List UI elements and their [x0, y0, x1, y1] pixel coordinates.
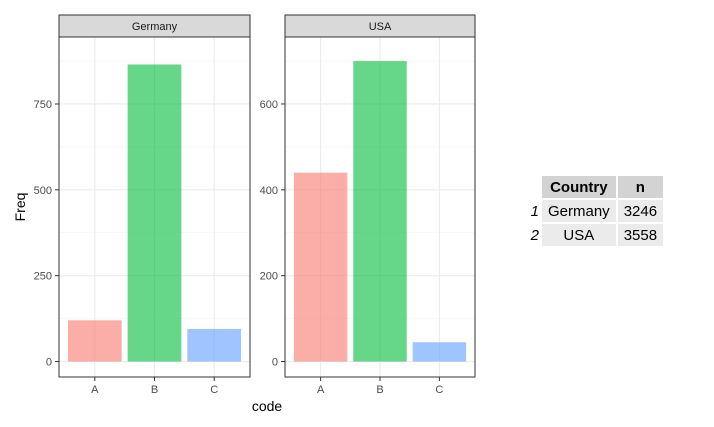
bar-germany-b: [127, 64, 182, 362]
y-tick-label: 600: [260, 99, 278, 111]
table-header-n: n: [617, 176, 664, 198]
table-cell-country: Germany: [542, 200, 616, 222]
table-header-row: Country n: [528, 176, 664, 198]
table-corner: [528, 176, 540, 198]
table-row: 2 USA 3558: [528, 224, 664, 246]
bar-usa-c: [412, 342, 467, 362]
table-header-country: Country: [542, 176, 616, 198]
table-cell-n: 3246: [617, 200, 664, 222]
y-axis-title: Freq: [12, 193, 28, 222]
table-rowname: 1: [530, 202, 539, 220]
table-rowname: 2: [530, 226, 539, 244]
bar-germany-a: [67, 320, 122, 362]
y-tick-label: 0: [272, 357, 278, 369]
y-tick-label: 750: [34, 99, 52, 111]
table-cell-n: 3558: [617, 224, 664, 246]
x-tick-label: A: [91, 384, 99, 396]
bar-usa-b: [353, 61, 407, 362]
facet-strip: [284, 14, 476, 38]
y-tick-label: 400: [260, 185, 278, 197]
y-tick-label: 250: [34, 271, 52, 283]
bar-germany-c: [187, 328, 242, 362]
summary-table: Country n 1 Germany 3246 2 USA 3558: [526, 174, 665, 248]
x-tick-label: C: [210, 384, 218, 396]
facet-strip: [58, 14, 251, 38]
y-tick-label: 500: [34, 185, 52, 197]
x-tick-label: A: [317, 384, 325, 396]
x-axis-title: code: [252, 398, 283, 414]
y-tick-label: 0: [46, 357, 52, 369]
facet-strip-label: USA: [369, 21, 392, 33]
bar-usa-a: [293, 172, 348, 362]
facet-strip-label: Germany: [132, 21, 178, 33]
x-tick-label: B: [376, 384, 383, 396]
y-tick-label: 200: [260, 271, 278, 283]
x-tick-label: C: [435, 384, 443, 396]
table-row: 1 Germany 3246: [528, 200, 664, 222]
table-cell-country: USA: [542, 224, 616, 246]
x-tick-label: B: [151, 384, 158, 396]
